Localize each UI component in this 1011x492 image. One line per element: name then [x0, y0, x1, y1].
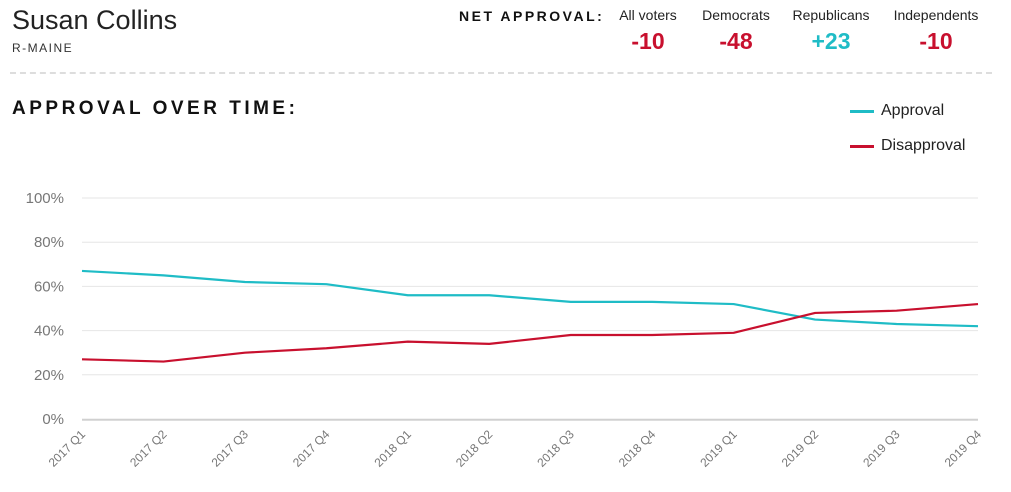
legend-approval: Approval: [850, 102, 944, 120]
legend-approval-swatch: [850, 109, 874, 113]
group-name: Republicans: [792, 7, 870, 23]
x-tick-label: 2018 Q3: [534, 427, 577, 470]
legend-approval-label: Approval: [881, 102, 945, 119]
legend-disapproval: Disapproval: [850, 137, 965, 155]
x-tick-label: 2019 Q2: [779, 427, 822, 470]
net-approval-value: -10: [919, 28, 953, 54]
header-divider: [10, 72, 992, 74]
net-approval-republicans: Republicans +23: [788, 7, 874, 55]
y-tick-label: 40%: [34, 323, 64, 340]
group-name: All voters: [619, 7, 677, 23]
party-state-label: R-MAINE: [12, 41, 74, 55]
x-tick-label: 2017 Q2: [127, 427, 170, 470]
net-approval-independents: Independents -10: [887, 7, 985, 55]
x-tick-label: 2019 Q4: [942, 427, 985, 470]
x-tick-label: 2018 Q4: [616, 427, 659, 470]
y-tick-label: 60%: [34, 278, 64, 295]
disapproval-series-line: [81, 302, 979, 363]
x-tick-label: 2018 Q1: [371, 427, 414, 470]
x-tick-label: 2017 Q3: [209, 427, 252, 470]
approval-series-line: [81, 269, 979, 328]
group-name: Independents: [893, 7, 979, 23]
net-approval-label: NET APPROVAL:: [459, 8, 605, 24]
x-tick-label: 2019 Q1: [697, 427, 740, 470]
net-approval-value: -10: [631, 28, 665, 54]
legend-disapproval-swatch: [850, 144, 874, 148]
y-tick-label: 100%: [26, 190, 64, 207]
x-tick-label: 2019 Q3: [860, 427, 903, 470]
x-tick-label: 2017 Q1: [46, 427, 89, 470]
y-tick-label: 80%: [34, 234, 64, 251]
group-name: Democrats: [702, 7, 770, 23]
y-tick-label: 0%: [42, 411, 64, 428]
net-approval-democrats: Democrats -48: [697, 7, 775, 55]
net-approval-all-voters: All voters -10: [614, 7, 682, 55]
net-approval-value: -48: [719, 28, 753, 54]
net-approval-value: +23: [811, 28, 851, 54]
chart-title: APPROVAL OVER TIME:: [12, 98, 299, 119]
x-tick-label: 2017 Q4: [290, 427, 333, 470]
x-tick-label: 2018 Q2: [453, 427, 496, 470]
y-tick-label: 20%: [34, 367, 64, 384]
legend-disapproval-label: Disapproval: [881, 137, 966, 154]
politician-name: Susan Collins: [12, 5, 178, 35]
